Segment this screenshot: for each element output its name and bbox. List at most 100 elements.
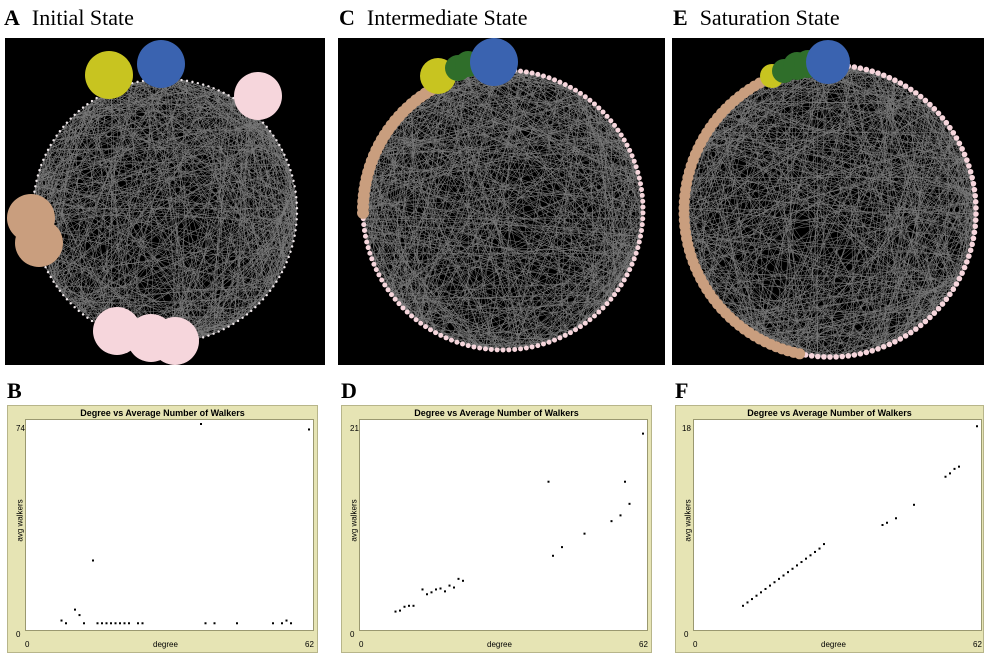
data-point: [610, 520, 613, 523]
network-saturation: [672, 38, 984, 365]
data-point: [782, 574, 785, 577]
network-initial: [5, 38, 325, 365]
data-point: [78, 614, 81, 617]
data-point: [421, 588, 424, 591]
network-intermediate: [338, 38, 665, 365]
data-point: [628, 502, 631, 505]
data-point: [796, 564, 798, 567]
data-point: [619, 514, 622, 517]
data-point: [800, 561, 803, 564]
data-point: [399, 609, 401, 612]
plot-title: Degree vs Average Number of Walkers: [747, 408, 912, 418]
data-point: [552, 554, 554, 557]
data-point: [642, 432, 644, 435]
plot-b: Degree vs Average Number of Walkers avg …: [7, 405, 318, 653]
y-tick-max: 21: [350, 424, 359, 433]
data-point: [123, 622, 126, 625]
data-point: [944, 475, 947, 478]
hub-node: [85, 51, 133, 99]
data-point: [137, 622, 139, 625]
data-point: [105, 622, 108, 625]
data-point: [83, 622, 85, 625]
plot-area: [693, 419, 982, 631]
data-point: [818, 547, 821, 550]
data-point: [444, 590, 446, 593]
data-point: [809, 554, 812, 557]
data-point: [769, 584, 771, 587]
plot-title: Degree vs Average Number of Walkers: [414, 408, 579, 418]
data-point: [92, 559, 94, 562]
data-point: [308, 428, 310, 431]
data-point: [60, 619, 63, 622]
plot-letter-d: D: [341, 378, 357, 403]
data-point: [119, 622, 121, 625]
data-point: [791, 567, 794, 570]
data-point: [457, 577, 460, 580]
data-point: [764, 587, 767, 590]
y-tick-min: 0: [16, 630, 21, 639]
data-point: [439, 587, 442, 590]
x-tick-min: 0: [25, 640, 30, 649]
data-point: [408, 604, 410, 607]
data-point: [281, 622, 283, 625]
data-point: [561, 546, 563, 549]
data-point: [236, 622, 238, 625]
data-point: [128, 622, 130, 625]
y-axis-label: avg walkers: [349, 499, 359, 542]
panel-title-c: C Intermediate State: [339, 5, 528, 30]
data-point: [448, 584, 451, 587]
hub-node: [15, 219, 63, 267]
data-point: [101, 622, 103, 625]
data-point: [285, 619, 288, 622]
data-point: [403, 605, 406, 608]
data-point: [272, 622, 274, 625]
x-tick-max: 62: [639, 640, 648, 649]
plot-letter-f: F: [675, 378, 689, 403]
x-tick-max: 62: [305, 640, 314, 649]
data-point: [624, 480, 626, 483]
data-point: [141, 622, 144, 625]
y-axis-label: avg walkers: [15, 499, 25, 542]
data-point: [426, 593, 428, 596]
data-point: [881, 524, 884, 526]
data-point: [755, 594, 758, 597]
data-point: [778, 577, 780, 580]
data-point: [96, 622, 99, 625]
hub-node: [137, 40, 185, 88]
panel-title-a: A Initial State: [4, 5, 134, 30]
data-point: [746, 601, 749, 604]
data-point: [74, 608, 76, 611]
data-point: [290, 622, 292, 625]
hub-node: [806, 40, 850, 84]
plot-title: Degree vs Average Number of Walkers: [80, 408, 245, 418]
x-axis-label: degree: [153, 640, 178, 649]
data-point: [583, 532, 586, 535]
plot-letter-b: B: [7, 378, 22, 403]
data-point: [65, 622, 67, 625]
data-point: [814, 550, 816, 553]
data-point: [453, 586, 455, 589]
y-axis-label: avg walkers: [683, 499, 693, 542]
data-point: [200, 423, 202, 425]
plot-d: Degree vs Average Number of Walkers avg …: [341, 405, 652, 653]
plot-area: [25, 419, 314, 631]
data-point: [394, 610, 397, 613]
data-point: [110, 622, 112, 625]
data-point: [953, 467, 956, 470]
data-point: [823, 543, 825, 546]
data-point: [435, 588, 437, 591]
hub-node: [470, 38, 518, 86]
data-point: [462, 579, 464, 582]
network-edges: [683, 64, 977, 358]
data-point: [760, 591, 762, 594]
y-tick-max: 18: [682, 424, 691, 433]
data-point: [114, 622, 117, 625]
hub-node: [151, 317, 199, 365]
x-tick-max: 62: [973, 640, 982, 649]
data-point: [751, 598, 753, 601]
data-point: [773, 581, 776, 584]
data-point: [547, 480, 550, 483]
x-axis-label: degree: [821, 640, 846, 649]
data-point: [430, 591, 433, 594]
y-tick-max: 74: [16, 424, 25, 433]
